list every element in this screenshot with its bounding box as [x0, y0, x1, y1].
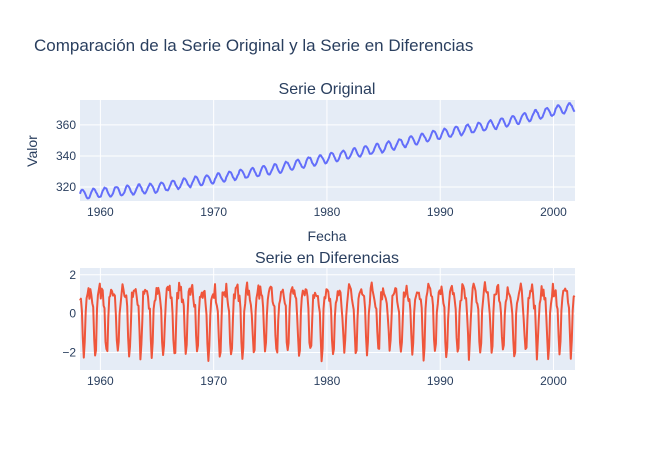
x-axis-title: Fecha	[308, 228, 347, 244]
y-tick-label: 320	[56, 180, 76, 194]
y-tick-label: 0	[69, 307, 76, 321]
y-tick-label: 340	[56, 149, 76, 163]
x-tick-label: 1990	[427, 205, 454, 219]
x-tick-label: 2000	[540, 374, 567, 388]
y-tick-label: 2	[69, 268, 76, 282]
plot-background	[80, 100, 575, 201]
x-tick-label: 1960	[87, 205, 114, 219]
x-tick-label: 1970	[200, 205, 227, 219]
subplot-title-original: Serie Original	[279, 81, 376, 98]
y-axis-title: Valor	[24, 135, 40, 167]
x-tick-label: 1970	[200, 374, 227, 388]
x-tick-label: 2000	[540, 205, 567, 219]
series-line	[79, 281, 576, 363]
x-tick-label: 1990	[427, 374, 454, 388]
x-tick-label: 1980	[314, 205, 341, 219]
chart-title: Comparación de la Serie Original y la Se…	[34, 36, 473, 55]
y-tick-label: 360	[56, 118, 76, 132]
y-tick-label: −2	[62, 346, 76, 360]
x-tick-label: 1960	[87, 374, 114, 388]
plot-differences: 1960 1970 1980 1990 2000 −2 0 2	[62, 268, 576, 388]
subplot-title-differences: Serie en Diferencias	[255, 250, 399, 267]
series-line	[79, 102, 576, 200]
x-tick-label: 1980	[314, 374, 341, 388]
plot-original: 1960 1970 1980 1990 2000 320 340 360	[56, 100, 576, 219]
